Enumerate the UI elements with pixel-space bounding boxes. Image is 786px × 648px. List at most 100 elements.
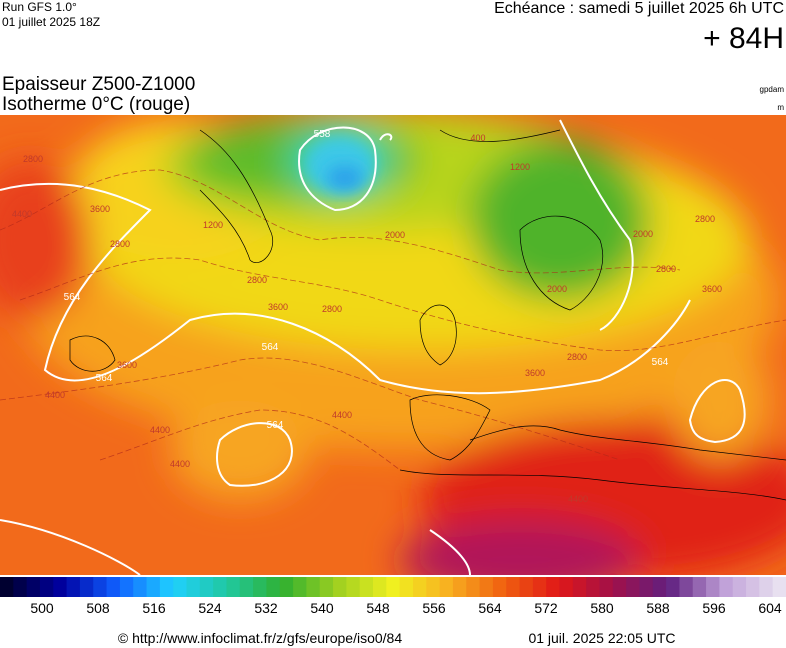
colorbar-swatch — [279, 577, 294, 597]
colorbar-swatch — [479, 577, 494, 597]
iso0-label: 3600 — [525, 368, 545, 378]
colorbar-swatch — [13, 577, 28, 597]
colorbar-swatch — [79, 577, 94, 597]
colorbar-swatch — [253, 577, 267, 597]
run-date: 01 juillet 2025 18Z — [2, 15, 100, 29]
thickness-label: 564 — [64, 292, 81, 303]
colorbar-tick-label: 596 — [702, 600, 726, 616]
colorbar-swatch — [226, 577, 241, 597]
iso0-label: 2800 — [23, 154, 43, 164]
iso0-label: 2800 — [656, 264, 676, 274]
colorbar-tick-label: 540 — [310, 600, 334, 616]
colorbar-swatch — [639, 577, 654, 597]
colorbar-swatch — [466, 577, 481, 597]
colorbar-swatch — [412, 577, 427, 597]
footer-url: © http://www.infoclimat.fr/z/gfs/europe/… — [118, 630, 402, 646]
colorbar-swatch — [599, 577, 614, 597]
colorbar-swatch — [506, 577, 521, 597]
colorbar-swatch — [559, 577, 574, 597]
iso0-label: 2000 — [633, 229, 653, 239]
colorbar: 500 508 516 524 532 540 548 556 564 572 580 588 596 6… — [0, 577, 786, 616]
colorbar-tick-label: 572 — [534, 600, 558, 616]
map-field — [0, 115, 786, 575]
colorbar-tick-label: 500 — [30, 600, 54, 616]
colorbar-tick-label: 604 — [758, 600, 782, 616]
unit-iso: m — [777, 103, 784, 112]
thickness-label: 558 — [314, 129, 331, 140]
colorbar-swatch — [159, 577, 174, 597]
colorbar-swatch — [532, 577, 547, 597]
iso0-label: 1200 — [510, 162, 530, 172]
map-title: Epaisseur Z500-Z1000 — [2, 74, 195, 95]
colorbar-swatch — [39, 577, 54, 597]
colorbar-swatch — [106, 577, 121, 597]
thickness-label: 564 — [96, 373, 113, 384]
iso0-label: 2800 — [247, 275, 267, 285]
colorbar-swatch — [519, 577, 534, 597]
colorbar-swatch — [772, 577, 786, 597]
colorbar-swatch — [293, 577, 307, 597]
colorbar-swatch — [452, 577, 467, 597]
run-label: Run GFS 1.0° — [2, 0, 77, 14]
colorbar-swatch — [213, 577, 227, 597]
colorbar-swatch — [346, 577, 361, 597]
iso0-label: 3600 — [90, 204, 110, 214]
iso0-label: 4400 — [12, 209, 32, 219]
valid-time: Echéance : samedi 5 juillet 2025 6h UTC — [494, 0, 784, 17]
iso0-label: 4400 — [45, 390, 65, 400]
colorbar-swatch — [0, 577, 14, 597]
iso0-label: 2800 — [322, 304, 342, 314]
colorbar-swatch — [319, 577, 334, 597]
colorbar-swatch — [359, 577, 374, 597]
colorbar-swatch — [386, 577, 401, 597]
colorbar-swatch — [652, 577, 667, 597]
colorbar-tick-label: 580 — [590, 600, 614, 616]
footer-timestamp: 01 juil. 2025 22:05 UTC — [528, 630, 675, 646]
colorbar-swatch — [426, 577, 441, 597]
colorbar-swatch — [706, 577, 720, 597]
colorbar-swatch — [133, 577, 148, 597]
colorbar-swatch — [186, 577, 201, 597]
thickness-label: 564 — [652, 357, 669, 368]
colorbar-swatch — [719, 577, 734, 597]
colorbar-swatch — [93, 577, 108, 597]
iso0-label: 2000 — [547, 284, 567, 294]
iso0-contours — [0, 169, 786, 471]
iso0-label: 2000 — [385, 230, 405, 240]
iso0-label: 1200 — [203, 220, 223, 230]
iso0-label: 4400 — [568, 494, 588, 504]
iso0-label: 3600 — [117, 360, 137, 370]
colorbar-tick-label: 588 — [646, 600, 670, 616]
lead-time: + 84H — [703, 22, 784, 55]
colorbar-swatch — [746, 577, 760, 597]
colorbar-swatch — [612, 577, 627, 597]
colorbar-swatch — [373, 577, 387, 597]
colorbar-swatch — [119, 577, 134, 597]
colorbar-swatch — [586, 577, 600, 597]
colorbar-swatch — [626, 577, 640, 597]
colorbar-swatch — [173, 577, 188, 597]
iso0-label: 4400 — [332, 410, 352, 420]
colorbar-swatch — [732, 577, 747, 597]
colorbar-swatch — [53, 577, 68, 597]
iso0-label: 2800 — [567, 352, 587, 362]
colorbar-swatch — [759, 577, 774, 597]
colorbar-swatch — [266, 577, 281, 597]
colorbar-swatch — [199, 577, 214, 597]
colorbar-swatch — [666, 577, 680, 597]
colorbar-tick-label: 508 — [86, 600, 110, 616]
colorbar-swatch — [572, 577, 587, 597]
colorbar-swatch — [306, 577, 321, 597]
colorbar-tick-label: 548 — [366, 600, 390, 616]
iso0-label: 4400 — [170, 459, 190, 469]
map-subtitle: Isotherme 0°C (rouge) — [2, 94, 190, 115]
iso0-label: 2800 — [695, 214, 715, 224]
colorbar-swatch — [692, 577, 707, 597]
colorbar-tick-label: 532 — [254, 600, 278, 616]
iso0-label: 3600 — [268, 302, 288, 312]
thickness-label: 564 — [262, 342, 279, 353]
colorbar-swatch — [239, 577, 254, 597]
colorbar-swatch — [399, 577, 414, 597]
